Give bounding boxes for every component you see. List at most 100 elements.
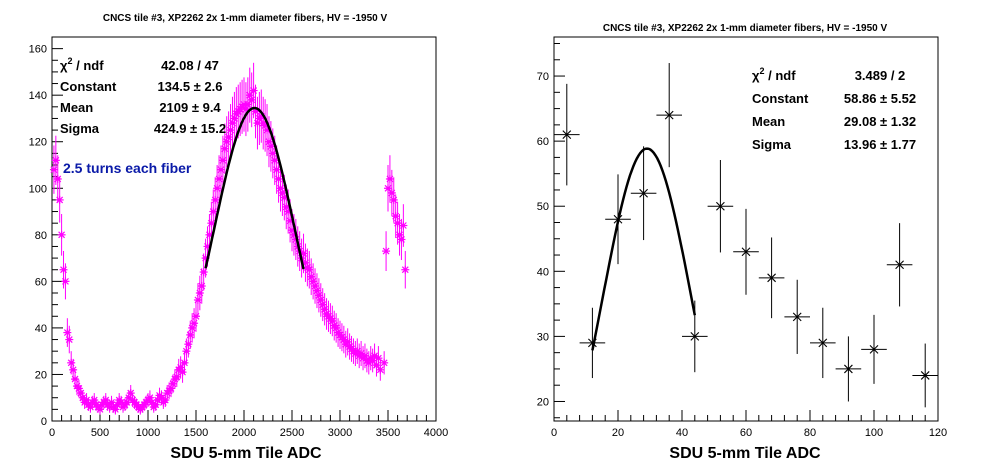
left-x-tick-label: 500 (91, 427, 109, 439)
left-stat-value: 424.9 ± 15.2 (154, 121, 226, 136)
left-marker-d2 (90, 396, 98, 404)
right-stat-label: χ2 / ndf (752, 66, 796, 83)
left-data-point (395, 214, 404, 256)
left-data-point (387, 169, 396, 216)
left-marker-d2 (382, 247, 390, 255)
left-stat-value: 134.5 ± 2.6 (158, 79, 223, 94)
left-marker-d2 (146, 394, 154, 402)
left-data-point (67, 351, 76, 375)
left-stat-value: 42.08 / 47 (161, 58, 219, 73)
left-x-tick-label: 2000 (232, 427, 256, 439)
left-marker-d2 (401, 266, 409, 274)
left-data-point (55, 177, 64, 223)
right-data-point (554, 83, 580, 186)
left-x-axis-label: SDU 5-mm Tile ADC (170, 445, 322, 462)
left-x-tick-label: 4000 (424, 427, 448, 439)
left-marker-d2 (56, 196, 64, 204)
left-marker-d2 (62, 277, 69, 285)
left-data-point (311, 268, 320, 304)
left-data-point (69, 358, 78, 381)
left-marker-d2 (158, 394, 165, 402)
right-data-point (656, 63, 682, 168)
left-data-point (195, 275, 204, 311)
left-y-tick-label: 100 (29, 183, 47, 195)
left-marker-d2 (58, 231, 66, 239)
left-stat-label-post: / ndf (73, 58, 105, 73)
left-data-point (161, 393, 170, 408)
left-data-point (312, 273, 321, 309)
left-y-axis: 0 20 40 60 80 100 120 140 160 (29, 36, 63, 428)
left-y-tick-label: 140 (29, 90, 47, 102)
right-panel: CNCS tile #3, XP2262 2x 1-mm diameter fi… (537, 23, 947, 462)
left-data-point (65, 325, 74, 354)
left-marker-d2 (79, 394, 87, 402)
left-y-tick-label: 40 (35, 323, 47, 335)
left-x-tick-label: 3000 (328, 427, 352, 439)
right-marker-d2 (639, 188, 648, 198)
right-marker-d2 (869, 345, 879, 354)
right-data-point (886, 223, 913, 307)
left-data-point (401, 250, 410, 289)
left-data-point (209, 189, 218, 234)
left-data-point (332, 313, 341, 343)
left-data-point (314, 278, 323, 313)
right-marker-d2 (792, 312, 802, 322)
right-y-tick-label: 60 (537, 136, 549, 148)
right-y-tick-label: 30 (537, 331, 549, 343)
right-y-tick-label: 40 (537, 266, 549, 278)
right-data-point (835, 336, 862, 402)
left-chart-title: CNCS tile #3, XP2262 2x 1-mm diameter fi… (103, 13, 388, 24)
left-x-tick-label: 3500 (376, 427, 400, 439)
left-stat-label: Mean (60, 100, 93, 115)
right-stat-value: 29.08 ± 1.32 (844, 114, 916, 129)
left-data-points (49, 62, 410, 415)
right-stat-label-sup: 2 (759, 66, 764, 76)
right-x-tick-label: 120 (929, 427, 947, 439)
right-y-axis: 20 30 40 50 60 70 (537, 43, 565, 419)
left-stat-label: χ2 / ndf (60, 56, 104, 73)
left-marker-d2 (83, 396, 90, 404)
left-data-point (376, 358, 385, 381)
left-data-point (307, 258, 316, 296)
right-data-point (861, 314, 887, 384)
left-marker-d2 (127, 389, 135, 397)
right-data-point (630, 146, 657, 241)
right-marker-d2 (741, 247, 751, 257)
right-stats-box: χ2 / ndf 3.489 / 2 Constant 58.86 ± 5.52 Mea… (752, 66, 916, 152)
right-stat-label: Mean (752, 114, 785, 129)
right-stat-label: Sigma (752, 137, 792, 152)
left-gaussian-fit-curve (204, 106, 305, 270)
left-data-point (384, 165, 392, 212)
right-marker-d2 (920, 371, 930, 380)
left-marker-d2 (54, 175, 62, 183)
right-x-axis-label: SDU 5-mm Tile ADC (669, 445, 821, 462)
right-y-tick-label: 20 (537, 396, 549, 408)
right-stat-value: 58.86 ± 5.52 (844, 91, 916, 106)
right-stat-label: Constant (752, 91, 809, 106)
left-data-point (224, 111, 233, 163)
left-stat-value: 2109 ± 9.4 (159, 100, 221, 115)
right-x-tick-label: 20 (612, 427, 624, 439)
left-stat-label-main: Mean (60, 100, 93, 115)
left-annotation: 2.5 turns each fiber (63, 160, 192, 176)
right-stat-label-main: χ (752, 68, 760, 83)
left-data-point (357, 340, 366, 367)
left-stat-label-sup: 2 (67, 56, 72, 66)
right-data-points (554, 63, 938, 408)
left-data-point (353, 338, 362, 364)
left-marker-d2 (117, 398, 125, 406)
right-chart-title: CNCS tile #3, XP2262 2x 1-mm diameter fi… (603, 23, 888, 34)
left-stats-box: χ2 / ndf 42.08 / 47 Constant 134.5 ± 2.6 Mea… (60, 56, 226, 136)
left-stat-label-main: Constant (60, 79, 117, 94)
right-marker-d2 (818, 338, 828, 348)
right-data-point (810, 307, 836, 379)
left-data-point (178, 361, 187, 383)
left-data-point (190, 308, 199, 339)
left-data-point (243, 77, 252, 132)
right-stat-value: 13.96 ± 1.77 (844, 137, 916, 152)
left-y-tick-label: 120 (29, 137, 47, 149)
left-stat-label-main: Sigma (60, 121, 100, 136)
left-y-tick-label: 0 (41, 416, 47, 428)
left-x-axis: 0 500 1000 1500 2000 2500 3000 3500 4000 (49, 410, 448, 439)
